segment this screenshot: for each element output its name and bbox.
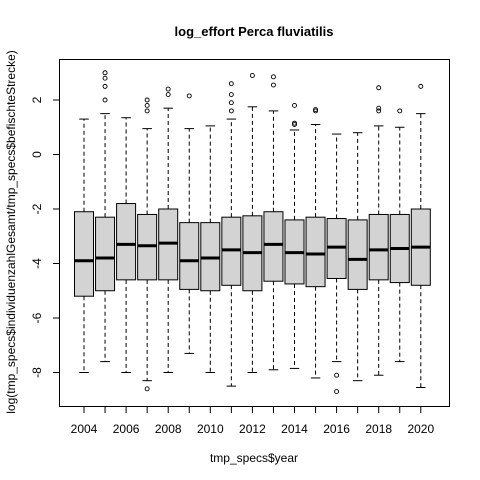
outlier-point [292,102,297,108]
outlier-point [334,389,340,395]
outlier-point [376,105,382,111]
x-tick-label: 2016 [323,422,350,436]
outlier-point [186,93,192,99]
outlier-point [165,86,171,92]
outlier-point [165,92,171,98]
box-2009 [179,93,200,354]
outlier-point [102,97,108,103]
outlier-point [271,74,276,80]
box-2006 [116,117,137,373]
box-2020 [410,83,431,388]
outlier-point [249,73,255,78]
box-2004 [74,118,94,373]
x-tick-label: 2018 [365,422,392,436]
y-tick-label: 0 [30,151,44,158]
outlier-point [376,85,382,91]
outlier-point [228,108,234,114]
box-2019 [389,108,410,363]
x-tick-label: 2012 [239,422,266,436]
box-iqr [347,219,368,290]
box-2007 [137,97,158,392]
box-iqr [305,216,326,288]
x-tick-label: 2010 [197,422,224,436]
x-tick-label: 2008 [155,422,182,436]
plot-frame [59,59,450,407]
outlier-point [144,386,150,392]
box-2016 [326,133,347,395]
box-2014 [284,102,305,369]
box-2018 [368,85,389,376]
outlier-point [292,120,297,126]
y-tick-label: -4 [30,258,44,269]
box-2017 [347,132,368,382]
outlier-point [397,108,403,114]
box-2011 [221,81,242,387]
box-iqr [116,203,137,281]
chart-title: log_effort Perca fluviatilis [175,24,334,39]
outlier-point [144,108,150,114]
box-iqr [368,213,389,281]
outlier-point [418,83,424,89]
box-iqr [95,216,116,292]
box-iqr [263,211,284,282]
y-tick-label: -6 [30,312,44,323]
outlier-point [228,92,234,98]
axes-layer: -8 -6 -4 -2 0 2 2004 2006 2008 2010 2012 2014 2016 20… [30,96,434,436]
box-2013 [263,74,284,371]
outlier-point [228,100,234,106]
x-tick-label: 2014 [281,422,308,436]
y-tick-label: -8 [30,367,44,378]
outlier-point [144,97,150,103]
box-2010 [200,125,221,373]
y-tick-label: -2 [30,203,44,214]
box-2012 [242,73,263,373]
boxes-layer [74,70,431,395]
outlier-point [144,102,150,108]
outlier-point [102,75,108,81]
outlier-point [228,81,234,87]
x-axis-label: tmp_specs$year [210,451,298,465]
x-tick-label: 2006 [113,422,140,436]
box-2015 [305,107,326,379]
outlier-point [271,82,276,88]
box-2008 [158,86,179,373]
outlier-point [102,83,108,89]
box-iqr [179,222,200,290]
outlier-point [313,107,318,112]
y-axis-label: log(tmp_specs$individuenzahlGesamt/tmp_s… [4,50,18,414]
outlier-point [376,108,382,114]
outlier-point [102,70,108,76]
box-iqr [74,211,94,297]
box-2005 [95,70,116,363]
x-tick-label: 2020 [407,422,434,436]
y-tick-label: 2 [30,96,44,103]
x-tick-label: 2004 [71,422,98,436]
outlier-point [334,372,340,378]
